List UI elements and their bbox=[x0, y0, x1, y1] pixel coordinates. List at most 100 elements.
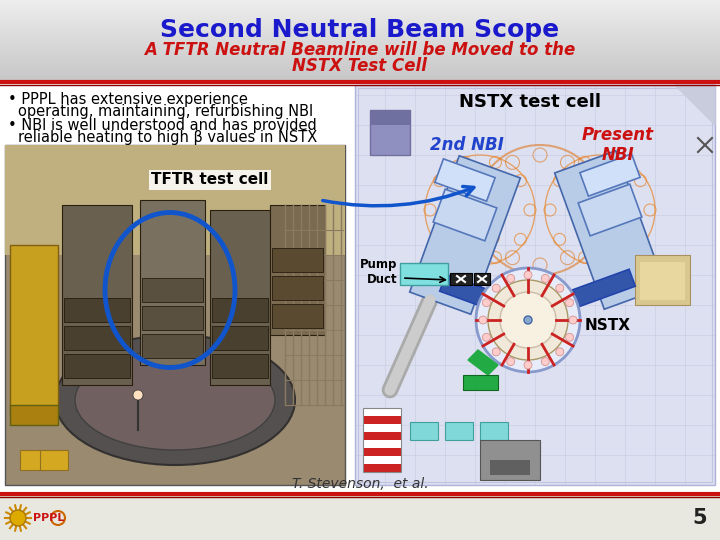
Bar bbox=[0, 60, 720, 61]
Circle shape bbox=[492, 348, 500, 356]
Circle shape bbox=[507, 357, 515, 366]
Circle shape bbox=[133, 390, 143, 400]
FancyBboxPatch shape bbox=[363, 416, 401, 424]
FancyBboxPatch shape bbox=[363, 408, 401, 416]
Circle shape bbox=[524, 361, 532, 369]
Bar bbox=[0, 1, 720, 2]
Circle shape bbox=[492, 284, 500, 292]
Bar bbox=[0, 47, 720, 48]
Bar bbox=[0, 78, 720, 79]
Bar bbox=[0, 21, 720, 22]
Circle shape bbox=[488, 280, 568, 360]
Bar bbox=[0, 2, 720, 3]
FancyBboxPatch shape bbox=[410, 422, 438, 440]
FancyBboxPatch shape bbox=[20, 450, 48, 470]
Text: Second Neutral Beam Scope: Second Neutral Beam Scope bbox=[161, 18, 559, 42]
Circle shape bbox=[10, 510, 26, 526]
Bar bbox=[0, 55, 720, 56]
Bar bbox=[0, 0, 720, 1]
Bar bbox=[0, 32, 720, 33]
Bar bbox=[0, 66, 720, 67]
FancyBboxPatch shape bbox=[62, 205, 132, 385]
Circle shape bbox=[479, 316, 487, 324]
Bar bbox=[0, 13, 720, 14]
Bar bbox=[0, 52, 720, 53]
Bar bbox=[0, 18, 720, 19]
Bar bbox=[0, 28, 720, 29]
Bar bbox=[0, 56, 720, 57]
Bar bbox=[0, 33, 720, 34]
Bar bbox=[0, 74, 720, 75]
FancyBboxPatch shape bbox=[370, 110, 410, 125]
Bar bbox=[0, 10, 720, 11]
FancyBboxPatch shape bbox=[64, 354, 130, 378]
Bar bbox=[0, 45, 720, 46]
FancyBboxPatch shape bbox=[272, 248, 323, 272]
Bar bbox=[0, 79, 720, 80]
FancyBboxPatch shape bbox=[363, 440, 401, 448]
Bar bbox=[0, 62, 720, 63]
Bar bbox=[0, 4, 720, 5]
Circle shape bbox=[569, 316, 577, 324]
FancyBboxPatch shape bbox=[142, 306, 203, 330]
Polygon shape bbox=[435, 159, 495, 201]
Bar bbox=[0, 14, 720, 15]
Bar bbox=[0, 29, 720, 30]
Text: • NBI is well understood and has provided: • NBI is well understood and has provide… bbox=[8, 118, 317, 133]
Text: TFTR test cell: TFTR test cell bbox=[151, 172, 269, 187]
Polygon shape bbox=[410, 156, 521, 314]
Bar bbox=[0, 3, 720, 4]
FancyBboxPatch shape bbox=[363, 432, 401, 440]
FancyBboxPatch shape bbox=[10, 245, 58, 415]
Bar bbox=[0, 25, 720, 26]
FancyBboxPatch shape bbox=[480, 440, 540, 480]
Circle shape bbox=[556, 284, 564, 292]
Ellipse shape bbox=[55, 335, 295, 465]
Circle shape bbox=[476, 268, 580, 372]
FancyBboxPatch shape bbox=[445, 422, 473, 440]
Polygon shape bbox=[433, 189, 497, 241]
Bar bbox=[0, 40, 720, 41]
FancyBboxPatch shape bbox=[640, 262, 685, 300]
Text: 5: 5 bbox=[693, 508, 707, 528]
Bar bbox=[0, 16, 720, 17]
Bar bbox=[0, 11, 720, 12]
Polygon shape bbox=[675, 85, 715, 125]
FancyBboxPatch shape bbox=[64, 298, 130, 322]
Bar bbox=[0, 58, 720, 59]
Circle shape bbox=[482, 333, 490, 341]
Polygon shape bbox=[440, 274, 503, 312]
Bar bbox=[0, 39, 720, 40]
Bar bbox=[0, 75, 720, 76]
Bar bbox=[0, 41, 720, 42]
FancyBboxPatch shape bbox=[270, 205, 325, 335]
Text: NSTX test cell: NSTX test cell bbox=[459, 93, 601, 111]
Bar bbox=[0, 50, 720, 51]
FancyBboxPatch shape bbox=[474, 273, 490, 285]
Bar bbox=[0, 20, 720, 21]
Bar bbox=[0, 77, 720, 78]
Bar bbox=[0, 59, 720, 60]
Text: A TFTR Neutral Beamline will be Moved to the: A TFTR Neutral Beamline will be Moved to… bbox=[145, 41, 575, 59]
Circle shape bbox=[541, 274, 549, 282]
Bar bbox=[0, 27, 720, 28]
Bar bbox=[0, 49, 720, 50]
Circle shape bbox=[482, 299, 490, 307]
Text: reliable heating to high β values in NSTX: reliable heating to high β values in NST… bbox=[18, 130, 318, 145]
FancyBboxPatch shape bbox=[212, 298, 268, 322]
FancyBboxPatch shape bbox=[142, 334, 203, 358]
Polygon shape bbox=[580, 154, 640, 196]
Bar bbox=[0, 23, 720, 24]
Bar bbox=[0, 38, 720, 39]
Circle shape bbox=[566, 299, 574, 307]
Bar bbox=[0, 35, 720, 36]
Bar bbox=[0, 72, 720, 73]
Bar bbox=[0, 61, 720, 62]
Bar bbox=[0, 44, 720, 45]
FancyBboxPatch shape bbox=[5, 145, 345, 255]
Bar bbox=[0, 19, 720, 20]
Bar bbox=[0, 17, 720, 18]
Bar bbox=[0, 8, 720, 9]
Polygon shape bbox=[572, 269, 635, 307]
FancyBboxPatch shape bbox=[363, 456, 401, 464]
